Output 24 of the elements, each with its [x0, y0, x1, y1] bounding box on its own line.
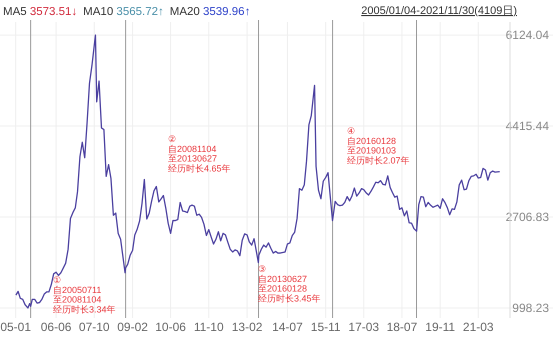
- x-tick-label: 10-06: [155, 320, 186, 334]
- x-tick-label: 18-07: [386, 320, 418, 334]
- text: 2005/01/04-2021/11/30(4109日): [361, 5, 517, 17]
- x-tick-label: 07-10: [78, 320, 110, 334]
- x-tick-label: 05-01: [0, 320, 32, 334]
- y-tick-label: 2706.83: [506, 210, 550, 224]
- annotation: ④ 自20160128 至20190103 经历时长2.07年: [347, 126, 410, 166]
- x-tick-label: 11-10: [194, 320, 224, 334]
- x-tick-label: 06-06: [40, 320, 72, 334]
- text: MA10 3565.72↑: [83, 6, 164, 18]
- x-tick-label: 21-03: [462, 320, 494, 334]
- x-tick-label: 13-02: [232, 320, 263, 334]
- annotation: ① 自20050711 至20081104 经历时长3.34年: [53, 275, 116, 314]
- x-tick-label: 14-07: [272, 320, 304, 334]
- x-tick-label: 09-02: [117, 320, 148, 334]
- y-tick-label: 998.23: [512, 300, 550, 315]
- annotation: ② 自20081104 至20130627 经历时长4.65年: [168, 134, 231, 174]
- annotation: ③ 自20130627 至20160128 经历时长3.45年: [258, 264, 321, 304]
- text: MA20 3539.96↑: [170, 6, 250, 18]
- x-tick-label: 15-11: [310, 320, 341, 334]
- text: MA5 3573.51↓: [3, 6, 78, 18]
- x-tick-label: 19-11: [425, 320, 456, 334]
- y-tick-label: 6124.04: [506, 28, 550, 42]
- x-tick-label: 17-03: [348, 320, 380, 334]
